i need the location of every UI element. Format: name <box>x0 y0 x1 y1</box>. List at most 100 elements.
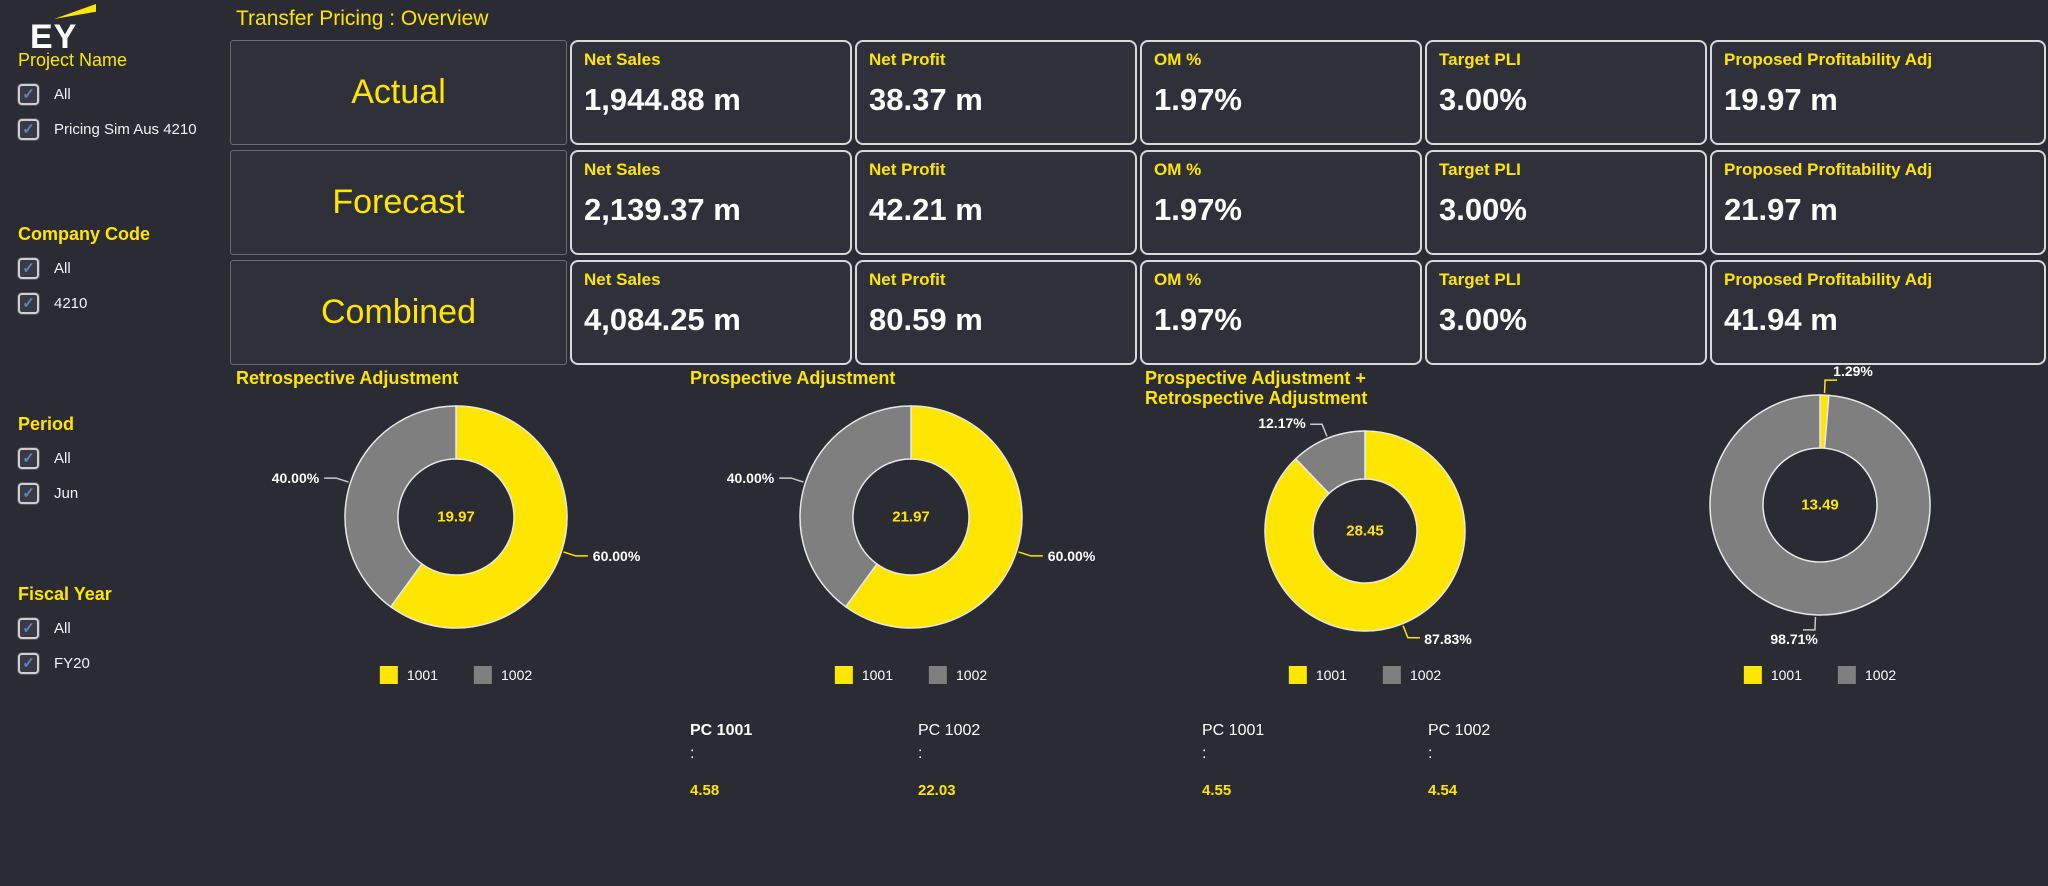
checkbox-checked-icon[interactable]: ✓ <box>18 257 39 279</box>
kpi-label: Target PLI <box>1439 270 1521 289</box>
legend-swatch-icon <box>929 666 947 684</box>
kpi-value: 3.00% <box>1439 192 1527 227</box>
chart-prospective-adjustment: Prospective Adjustment 60.00% 40.00% 21.97 1… <box>684 368 1139 728</box>
kpi-label: Net Sales <box>584 160 661 179</box>
ey-logo-text: EY <box>30 18 78 56</box>
stat-label: PC 1001 <box>1202 722 1265 739</box>
kpi-card-combined-om-pct: OM % 1.97% <box>1140 260 1422 365</box>
legend-swatch-icon <box>1838 666 1856 684</box>
donut-center-value: 19.97 <box>437 508 475 526</box>
legend-item-1001[interactable]: 1001 <box>1288 666 1347 684</box>
filter-title: Project Name <box>18 50 128 70</box>
donut-slice-1001[interactable] <box>389 405 568 629</box>
slice-percent-label: 40.00% <box>726 469 775 486</box>
stat-separator: : <box>1428 745 1433 762</box>
donut-slice-1002[interactable] <box>1294 430 1366 495</box>
kpi-card-forecast-proposed-adj: Proposed Profitability Adj 21.97 m <box>1710 150 2046 255</box>
filter-group-company-code: Company Code ✓ All ✓ 4210 <box>18 224 228 327</box>
filter-group-period: Period ✓ All ✓ Jun <box>18 414 228 517</box>
kpi-value: 1.97% <box>1154 82 1242 117</box>
legend-item-1001[interactable]: 1001 <box>1743 666 1802 684</box>
legend-item-1001[interactable]: 1001 <box>834 666 893 684</box>
check-icon: ✓ <box>22 259 35 277</box>
kpi-value: 1.97% <box>1154 302 1242 337</box>
kpi-label: OM % <box>1154 160 1202 179</box>
chart-legend: 1001 1002 <box>1288 666 1441 684</box>
filter-option[interactable]: ✓ All <box>18 447 228 469</box>
kpi-card-forecast-net-profit: Net Profit 42.21 m <box>855 150 1137 255</box>
checkbox-checked-icon[interactable]: ✓ <box>18 652 39 674</box>
stat-separator: : <box>918 745 923 762</box>
legend-item-1002[interactable]: 1002 <box>474 666 532 684</box>
slice-percent-label: 60.00% <box>1047 548 1096 565</box>
chart-retrospective-adjustment: Retrospective Adjustment 60.00% 40.00% 19.9… <box>230 368 685 728</box>
legend-item-1001[interactable]: 1001 <box>379 666 438 684</box>
filter-option[interactable]: ✓ Jun <box>18 482 228 504</box>
filter-option[interactable]: ✓ All <box>18 617 228 639</box>
kpi-card-actual-om-pct: OM % 1.97% <box>1140 40 1422 145</box>
stat-separator: : <box>1202 745 1207 762</box>
kpi-row-label-forecast: Forecast <box>230 150 567 255</box>
legend-swatch-icon <box>834 666 853 684</box>
kpi-card-forecast-target-pli: Target PLI 3.00% <box>1425 150 1707 255</box>
donut-slice-1002[interactable] <box>799 405 912 608</box>
kpi-value: 41.94 m <box>1724 302 1838 337</box>
filter-option[interactable]: ✓ All <box>18 83 228 105</box>
legend-swatch-icon <box>1383 666 1401 684</box>
donut-slice-1002[interactable] <box>344 405 457 608</box>
kpi-label: Net Sales <box>584 270 661 289</box>
stat-label: PC 1002 <box>1428 722 1491 739</box>
donut-center-value: 13.49 <box>1801 496 1839 514</box>
filter-option[interactable]: ✓ FY20 <box>18 652 228 674</box>
donut-center-value: 21.97 <box>892 508 930 526</box>
kpi-label: Net Profit <box>869 270 946 289</box>
filter-option[interactable]: ✓ Pricing Sim Aus 4210 <box>18 118 228 140</box>
donut-slice-1001[interactable] <box>1264 430 1466 632</box>
legend-swatch-icon <box>1743 666 1762 684</box>
legend-label: 1002 <box>956 667 988 683</box>
kpi-label: Net Profit <box>869 160 946 179</box>
stat-label: PC 1002 <box>918 722 981 739</box>
checkbox-checked-icon[interactable]: ✓ <box>18 83 39 105</box>
legend-label: 1001 <box>406 667 438 683</box>
donut-chart[interactable] <box>1139 368 1594 703</box>
kpi-value: 1,944.88 m <box>584 82 741 117</box>
stat-label: PC 1001 <box>690 722 753 739</box>
slice-percent-label: 87.83% <box>1424 630 1472 647</box>
kpi-card-actual-target-pli: Target PLI 3.00% <box>1425 40 1707 145</box>
checkbox-checked-icon[interactable]: ✓ <box>18 482 39 504</box>
kpi-card-actual-net-profit: Net Profit 38.37 m <box>855 40 1137 145</box>
donut-slice-1002[interactable] <box>1709 394 1931 616</box>
legend-item-1002[interactable]: 1002 <box>1838 666 1896 684</box>
filter-option[interactable]: ✓ All <box>18 257 228 279</box>
kpi-grid: Actual Net Sales 1,944.88 m Net Profit 3… <box>230 40 2046 365</box>
label-leader-line <box>1823 379 1838 394</box>
donut-chart[interactable] <box>684 368 1139 703</box>
stat-pc-1001-b: PC 1001 : 4.55 <box>1202 722 1402 799</box>
kpi-card-actual-net-sales: Net Sales 1,944.88 m <box>570 40 852 145</box>
legend-swatch-icon <box>474 666 492 684</box>
checkbox-checked-icon[interactable]: ✓ <box>18 292 39 314</box>
check-icon: ✓ <box>22 484 35 502</box>
donut-slice-1001[interactable] <box>844 405 1023 629</box>
ey-beam-icon <box>54 4 96 19</box>
checkbox-checked-icon[interactable]: ✓ <box>18 118 39 140</box>
chart-legend: 1001 1002 <box>379 666 532 684</box>
slice-percent-label: 60.00% <box>592 548 641 565</box>
kpi-label: Net Sales <box>584 50 661 69</box>
legend-item-1002[interactable]: 1002 <box>929 666 987 684</box>
stat-pc-1002-a: PC 1002 : 22.03 <box>918 722 1118 799</box>
chart-legend: 1001 1002 <box>1743 666 1896 684</box>
checkbox-checked-icon[interactable]: ✓ <box>18 447 39 469</box>
kpi-value: 3.00% <box>1439 302 1527 337</box>
donut-chart[interactable] <box>230 368 685 703</box>
kpi-value: 42.21 m <box>869 192 983 227</box>
kpi-label: Proposed Profitability Adj <box>1724 270 1933 289</box>
row-label-text: Actual <box>351 73 446 111</box>
label-leader-line <box>563 551 588 557</box>
filter-option[interactable]: ✓ 4210 <box>18 292 228 314</box>
legend-item-1002[interactable]: 1002 <box>1383 666 1441 684</box>
donut-chart[interactable] <box>1594 368 2048 703</box>
checkbox-checked-icon[interactable]: ✓ <box>18 617 39 639</box>
kpi-card-forecast-net-sales: Net Sales 2,139.37 m <box>570 150 852 255</box>
